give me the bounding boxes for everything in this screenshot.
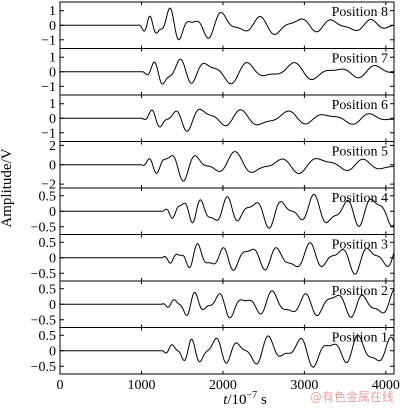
y-tick-label: −1 — [41, 126, 56, 141]
series-line — [60, 242, 395, 275]
x-axis-label-exp: −7 — [247, 390, 258, 401]
panel: 10−1 Position 7 — [41, 48, 395, 96]
series-label: Position 5 — [332, 145, 388, 160]
watermark: @有色金属在线 — [309, 390, 394, 404]
y-tick-label: −0.5 — [31, 313, 56, 328]
x-tick-label: 3000 — [290, 378, 318, 393]
x-axis-label-var: t — [223, 392, 228, 408]
panel: 2 0 −2 Position 5 — [41, 139, 395, 193]
x-tick-label: 2000 — [209, 378, 237, 393]
series-label: Position 7 — [332, 52, 388, 67]
y-tick-label: 0 — [49, 298, 56, 313]
panel: 0.50−0.5 Position 3 — [31, 234, 395, 282]
y-tick-label: 0 — [49, 65, 56, 80]
y-tick-label: 2 — [49, 139, 56, 154]
y-tick-label: −1 — [41, 33, 56, 48]
y-tick-label: 0 — [49, 205, 56, 220]
panel: 10−1 Position 6 — [41, 94, 395, 142]
y-tick-label: 0 — [49, 112, 56, 127]
series-label: Position 8 — [332, 5, 388, 20]
panel: 0.50−0.5 Position 4 — [31, 187, 395, 235]
y-tick-label: 0.5 — [39, 189, 57, 204]
y-tick-label: 0 — [49, 251, 56, 266]
y-tick-label: −1 — [41, 80, 56, 95]
y-tick-label: 0.5 — [39, 329, 57, 344]
y-axis-label: Amplitude/V — [0, 148, 15, 227]
y-tick-label: 1 — [49, 51, 56, 66]
series-line — [60, 289, 395, 319]
series-line — [60, 108, 394, 132]
y-tick-label: 0 — [49, 344, 56, 359]
series-label: Position 6 — [332, 98, 388, 113]
panel: 0.50−0.5 Position 1 — [31, 327, 395, 375]
series-label: Position 1 — [332, 331, 388, 346]
panel: 0.50−0.5 Position 2 — [31, 280, 395, 328]
y-tick-label: 0 — [49, 158, 56, 173]
y-tick-label: −0.5 — [31, 360, 56, 375]
y-tick-label: 0.5 — [39, 236, 57, 251]
series-label: Position 4 — [332, 191, 388, 206]
x-tick-label: 1000 — [127, 378, 155, 393]
series-line — [60, 151, 395, 182]
series-line — [60, 7, 394, 41]
x-axis: 0 1000 2000 3000 4000 — [57, 378, 400, 393]
y-tick-label: 0 — [49, 19, 56, 34]
x-axis-label: t/10−7 s — [223, 390, 267, 408]
series-line — [60, 58, 395, 85]
x-tick-label: 4000 — [372, 378, 400, 393]
panel: 10−1 Position 8 — [41, 1, 395, 49]
series-line — [60, 334, 395, 368]
x-axis-label-unit: s — [257, 392, 267, 408]
y-tick-label: −2 — [41, 178, 56, 193]
series-line — [60, 193, 395, 229]
y-tick-label: −0.5 — [31, 220, 56, 235]
y-tick-label: 0.5 — [39, 282, 57, 297]
y-tick-label: 1 — [49, 4, 56, 19]
y-tick-label: −0.5 — [31, 267, 56, 282]
series-label: Position 2 — [332, 284, 388, 299]
y-tick-label: 1 — [49, 97, 56, 112]
series-label: Position 3 — [332, 238, 388, 253]
x-tick-label: 0 — [57, 378, 64, 393]
x-axis-label-scale: /10 — [227, 392, 246, 408]
